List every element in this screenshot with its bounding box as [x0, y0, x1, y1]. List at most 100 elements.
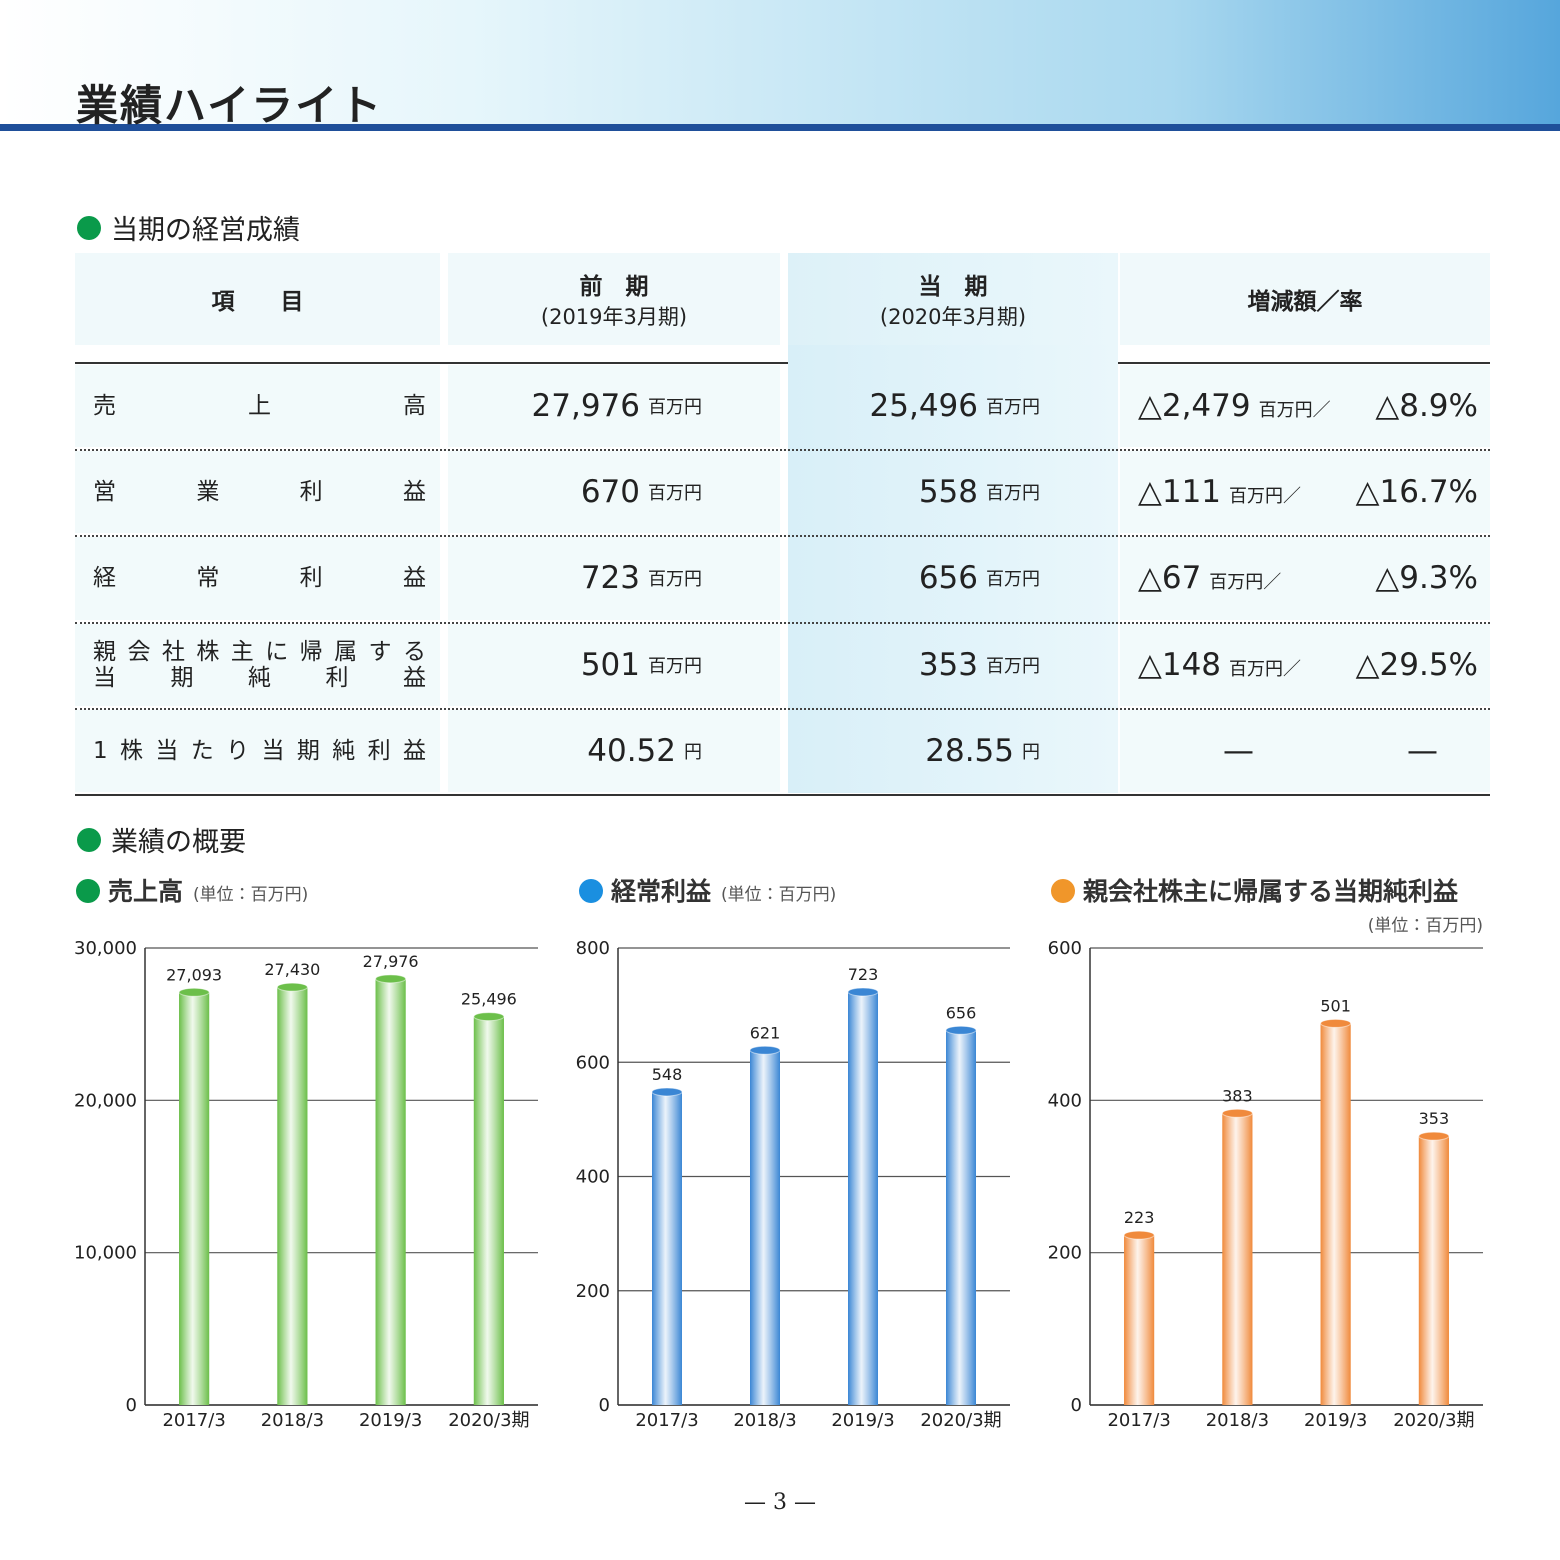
cell-bg — [75, 709, 440, 792]
value: 670 — [580, 474, 640, 511]
value-label: 656 — [946, 1003, 977, 1022]
value-cell: 25,496 百万円 — [788, 363, 1118, 449]
header-cell: 増減額／率 — [1120, 253, 1490, 345]
value-label: 27,976 — [363, 952, 419, 971]
value-label: 621 — [750, 1023, 781, 1042]
unit: 百万円／ — [1229, 658, 1302, 680]
value-label: 383 — [1222, 1086, 1253, 1105]
cell-bg — [1120, 451, 1490, 534]
change-cell: — — — [1120, 708, 1490, 794]
header-band — [0, 0, 1560, 126]
rate: △8.9% — [1375, 388, 1478, 425]
section-heading: 業績の概要 — [77, 820, 246, 859]
value-cell: 27,976 百万円 — [448, 363, 780, 449]
value-cell: 353 百万円 — [788, 622, 1118, 708]
x-tick-label: 2019/3 — [1304, 1410, 1367, 1431]
rate: △9.3% — [1375, 560, 1478, 597]
item-label: 1株当たり当期純利益 — [93, 737, 426, 764]
unit: 百万円 — [648, 483, 702, 505]
value: 723 — [580, 560, 640, 597]
x-tick-label: 2019/3 — [831, 1410, 894, 1431]
y-tick-label: 600 — [576, 1052, 610, 1073]
x-tick-label: 2018/3 — [1206, 1410, 1269, 1431]
header-cell: 当 期 (2020年3月期) — [788, 253, 1118, 345]
y-tick-label: 400 — [1048, 1090, 1082, 1111]
bar-cap — [651, 1087, 683, 1097]
header-text: 増減額／率 — [1247, 289, 1363, 315]
bar-cap — [945, 1025, 977, 1035]
value-cell: 723 百万円 — [448, 535, 780, 621]
header-rule — [0, 124, 1560, 131]
bar — [1222, 1113, 1253, 1405]
unit: 百万円 — [648, 569, 702, 591]
x-tick-label: 2017/3 — [162, 1410, 225, 1431]
cell-bg — [1120, 623, 1490, 706]
chart-title: 売上高 — [108, 877, 183, 906]
value-cell: 501 百万円 — [448, 622, 780, 708]
value-label: 548 — [652, 1065, 683, 1084]
section-title: 業績の概要 — [111, 827, 246, 858]
change-amount: △148 百万円／ — [1138, 647, 1301, 683]
value: 656 — [918, 560, 978, 597]
bar — [277, 987, 308, 1405]
x-tick-label: 2020/3期 — [448, 1410, 529, 1431]
page-number: — 3 — — [744, 1490, 816, 1515]
value: 25,496 — [869, 388, 978, 425]
value-cell: 670 百万円 — [448, 449, 780, 535]
value-label: 501 — [1320, 996, 1351, 1015]
bar-cap — [1221, 1108, 1253, 1118]
bar-cap — [1123, 1230, 1155, 1240]
value: 558 — [918, 474, 978, 511]
amount: △148 — [1138, 646, 1222, 683]
value-label: 353 — [1419, 1109, 1450, 1128]
x-tick-label: 2017/3 — [1107, 1410, 1170, 1431]
page-title: 業績ハイライト — [76, 81, 384, 130]
value-cell: 40.52 円 — [448, 708, 780, 794]
value: 27,976 — [531, 388, 640, 425]
y-tick-label: 10,000 — [74, 1243, 137, 1264]
cell-bg — [448, 623, 780, 706]
item-label: 売上高 — [93, 393, 426, 420]
cell-bg — [448, 709, 780, 792]
item-label: 営業利益 — [93, 479, 426, 506]
y-tick-label: 30,000 — [74, 938, 137, 959]
y-tick-label: 0 — [1071, 1395, 1082, 1416]
chart-unit: (単位：百万円) — [1368, 916, 1483, 936]
header-text: 項 目 — [211, 289, 304, 315]
y-tick-label: 200 — [576, 1281, 610, 1302]
x-tick-label: 2017/3 — [635, 1410, 698, 1431]
bar-cap — [847, 987, 879, 997]
value: 353 — [918, 646, 978, 683]
unit: 百万円／ — [1258, 400, 1331, 422]
row-divider — [75, 449, 1490, 452]
header-cell: 前 期 (2019年3月期) — [448, 253, 780, 345]
x-tick-label: 2018/3 — [733, 1410, 796, 1431]
item-cell: 営業利益 — [75, 449, 440, 535]
item-cell: 売上高 — [75, 363, 440, 449]
amount: △111 — [1138, 474, 1222, 511]
unit: 百万円／ — [1209, 572, 1282, 594]
chart-title: 経常利益 — [610, 877, 712, 906]
value-cell: 558 百万円 — [788, 449, 1118, 535]
unit: 百万円 — [986, 569, 1040, 591]
value: 28.55 — [925, 732, 1014, 769]
value-cell: 656 百万円 — [788, 535, 1118, 621]
header-text: 前 期 — [579, 274, 649, 300]
unit: 円 — [1022, 741, 1040, 763]
bullet — [579, 879, 603, 903]
cell-bg — [75, 537, 440, 620]
y-tick-label: 600 — [1048, 938, 1082, 959]
value-label: 25,496 — [461, 990, 517, 1009]
cell-bg — [75, 365, 440, 448]
amount: △2,479 — [1138, 388, 1251, 425]
section-title: 当期の経営成績 — [111, 215, 300, 246]
unit: 百万円 — [648, 397, 702, 419]
item-cell: 経常利益 — [75, 535, 440, 621]
bar-cap — [375, 974, 407, 984]
unit: 百万円 — [986, 483, 1040, 505]
change-cell: △148 百万円／ △29.5% — [1120, 622, 1490, 708]
section-heading: 当期の経営成績 — [77, 208, 300, 247]
unit: 百万円／ — [1229, 486, 1302, 508]
column-shade — [788, 345, 1118, 793]
chart-unit: (単位：百万円) — [721, 885, 836, 905]
